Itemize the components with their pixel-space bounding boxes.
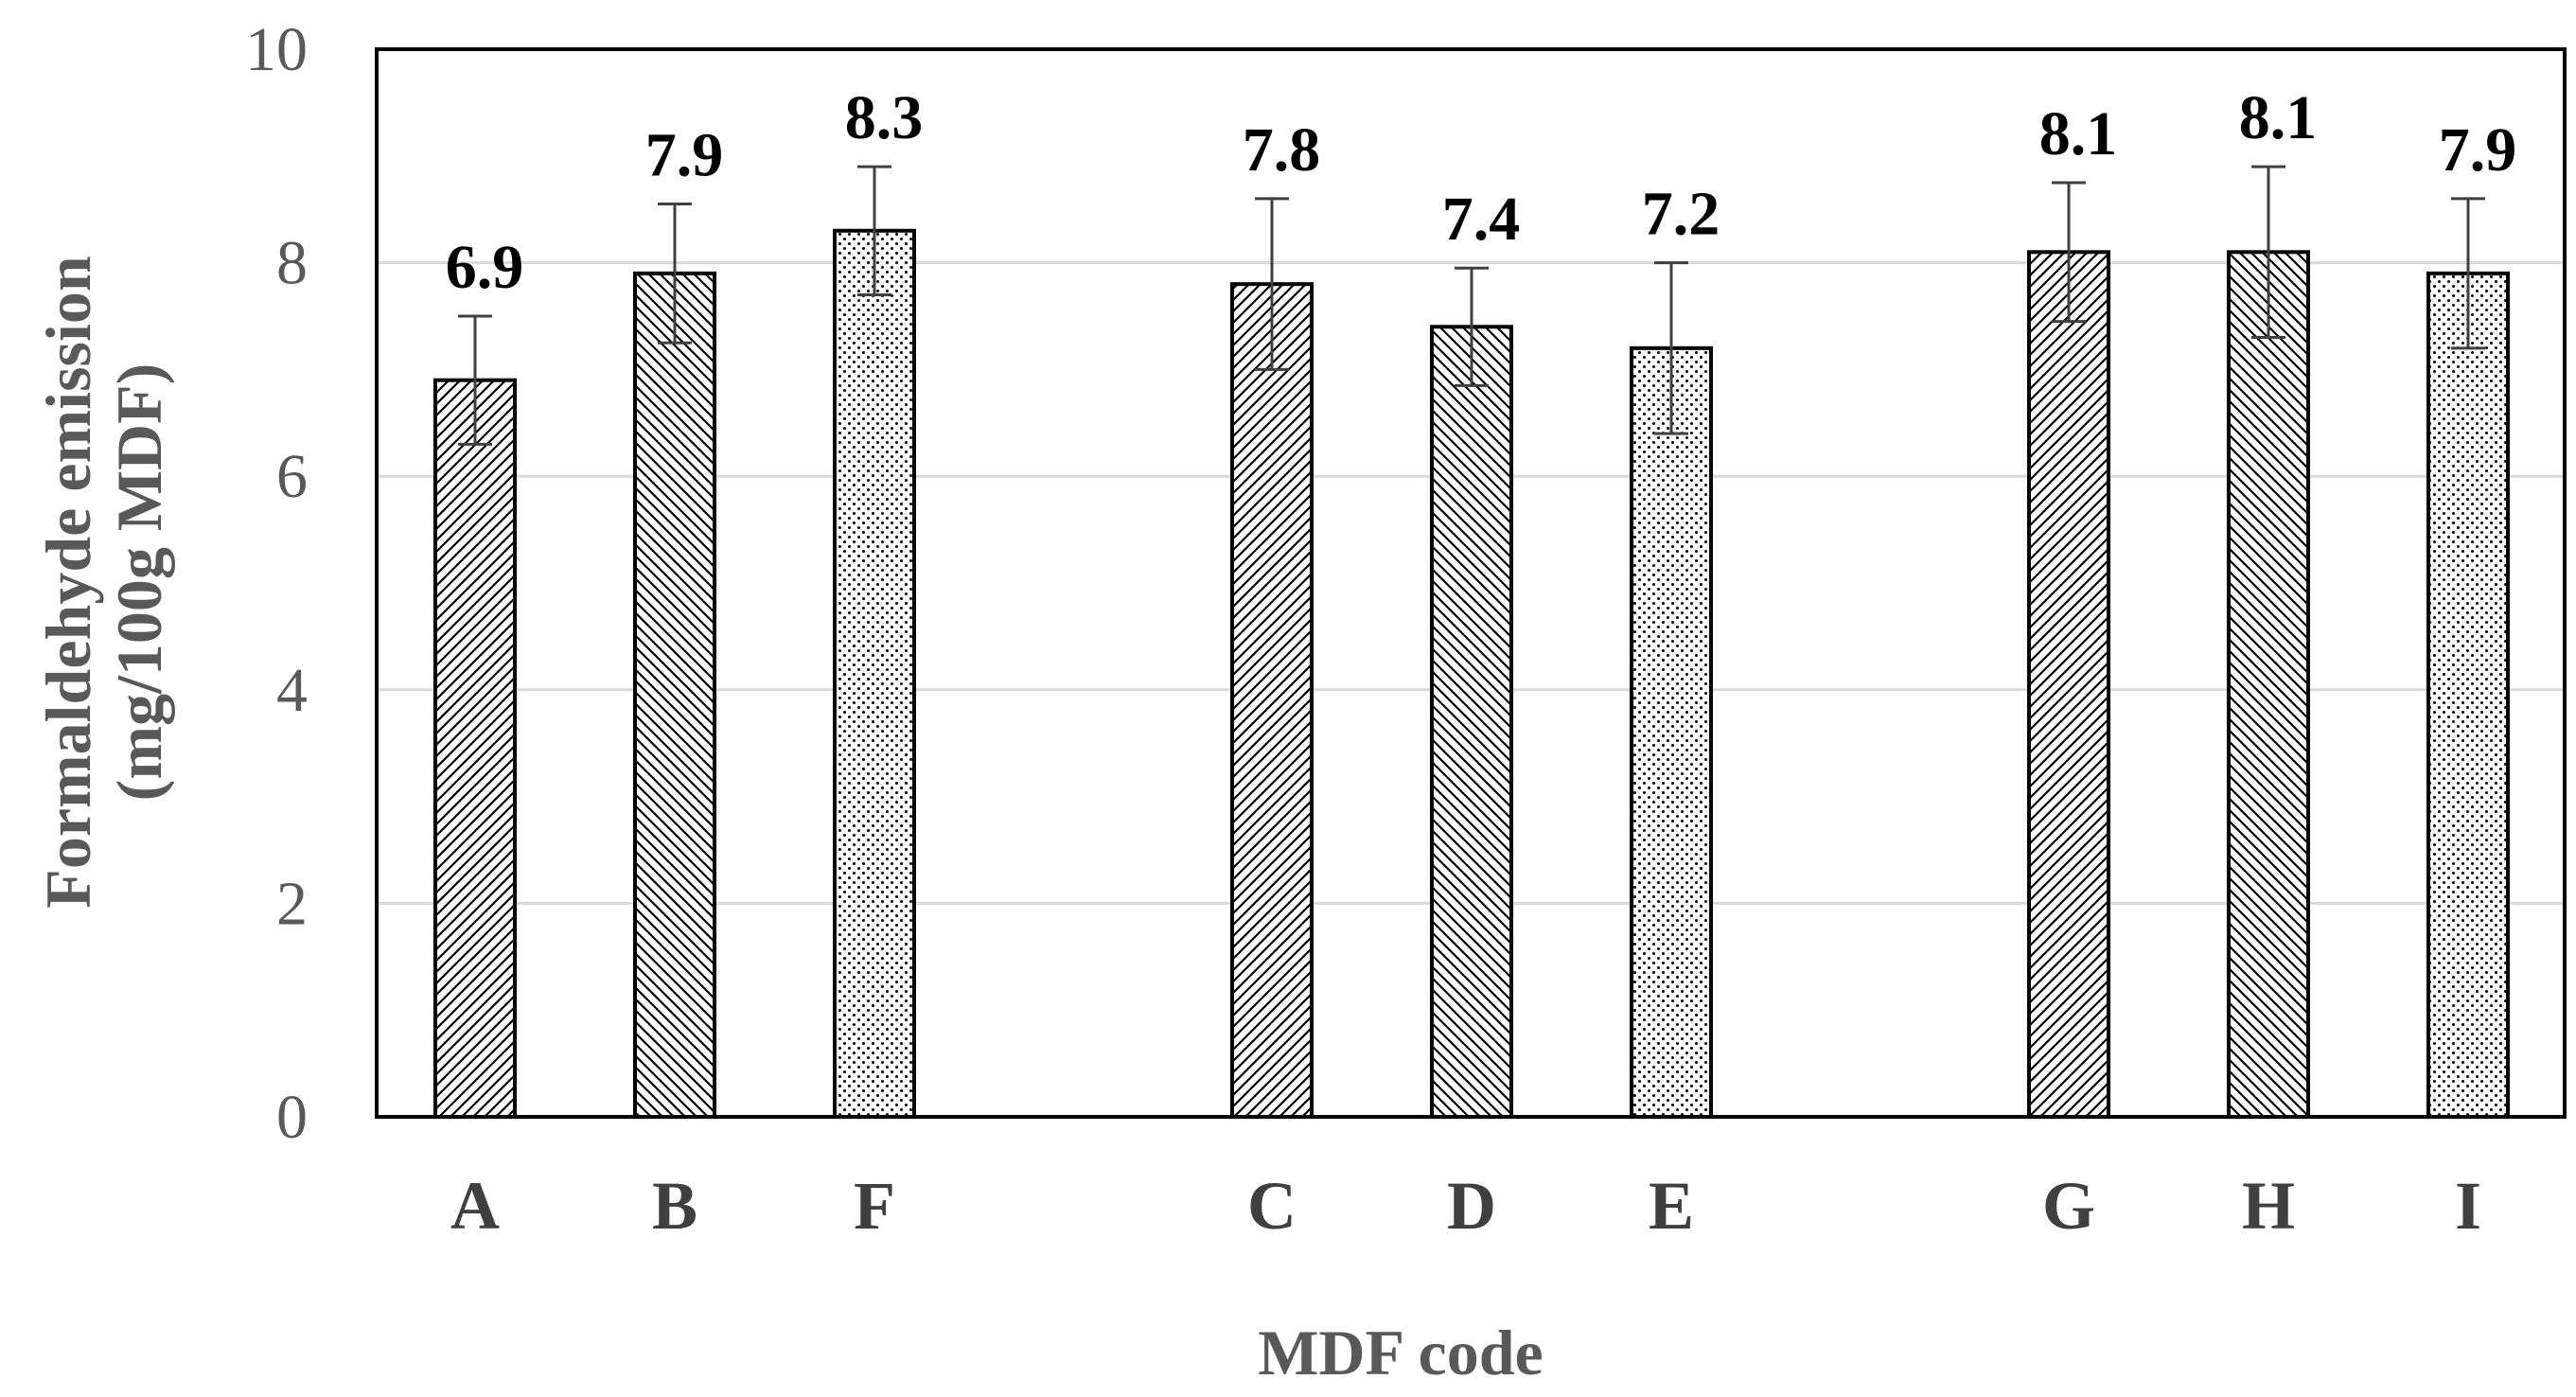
- y-axis-label: Formaldehyde emission (mg/100g MDF): [32, 256, 175, 908]
- error-bar-B: [658, 203, 692, 345]
- bar-B: [633, 271, 716, 1119]
- data-label-F: 8.3: [845, 83, 924, 152]
- data-label-B: 7.9: [645, 121, 724, 190]
- data-label-E: 7.2: [1642, 180, 1720, 249]
- y-axis-label-line-2: (mg/100g MDF): [103, 363, 175, 802]
- y-tick-2: 2: [276, 869, 308, 938]
- x-tick-I: I: [2455, 1168, 2481, 1244]
- y-axis-label-line-1: Formaldehyde emission: [32, 256, 104, 908]
- x-tick-H: H: [2242, 1168, 2295, 1244]
- bar-I: [2426, 271, 2510, 1119]
- error-bar-H: [2251, 165, 2285, 340]
- x-tick-A: A: [450, 1168, 500, 1244]
- error-bar-G: [2052, 181, 2086, 324]
- bar-D: [1430, 325, 1513, 1119]
- y-tick-labels: 0 2 4 6 8 10: [245, 15, 308, 1152]
- y-tick-10: 10: [245, 15, 308, 84]
- error-bar-A: [458, 314, 492, 446]
- bar-E: [1630, 345, 1713, 1119]
- data-label-C: 7.8: [1243, 115, 1321, 185]
- bar-G: [2027, 250, 2110, 1119]
- error-bar-I: [2451, 197, 2485, 350]
- bar-C: [1230, 282, 1314, 1120]
- error-bar-C: [1255, 197, 1289, 371]
- x-tick-B: B: [652, 1168, 697, 1244]
- x-tick-C: C: [1247, 1168, 1297, 1244]
- y-tick-4: 4: [276, 656, 308, 725]
- error-bar-E: [1654, 261, 1688, 435]
- data-label-G: 8.1: [2039, 99, 2118, 168]
- plot-frame: [375, 47, 2567, 1119]
- y-tick-0: 0: [276, 1083, 308, 1152]
- y-tick-8: 8: [276, 229, 308, 298]
- bar-A: [433, 378, 517, 1119]
- x-tick-E: E: [1649, 1168, 1694, 1244]
- error-bars: [458, 165, 2485, 446]
- x-tick-D: D: [1447, 1168, 1496, 1244]
- error-bar-D: [1455, 266, 1489, 387]
- y-tick-6: 6: [276, 442, 308, 511]
- error-bar-F: [857, 165, 891, 296]
- x-tick-G: G: [2042, 1168, 2095, 1244]
- bar-H: [2227, 250, 2310, 1119]
- data-label-I: 7.9: [2439, 115, 2517, 185]
- data-labels: 6.9 7.9 8.3 7.8 7.4 7.2 8.1 8.1 7.9: [446, 83, 2517, 302]
- x-axis-label: MDF code: [1258, 1317, 1543, 1388]
- bar-F: [833, 228, 916, 1119]
- data-label-D: 7.4: [1442, 185, 1521, 254]
- data-label-H: 8.1: [2239, 83, 2318, 152]
- x-tick-F: F: [854, 1168, 895, 1244]
- data-label-A: 6.9: [446, 233, 524, 302]
